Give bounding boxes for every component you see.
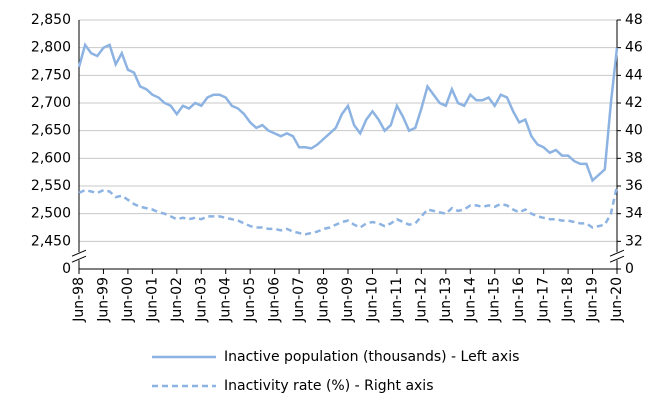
- x-tick-label: Jun-11: [389, 277, 405, 323]
- x-tick-label: Jun-19: [585, 277, 601, 323]
- x-tick-label: Jun-17: [536, 277, 552, 323]
- x-tick-label: Jun-07: [291, 277, 307, 323]
- x-tick-label: Jun-18: [560, 277, 576, 323]
- axis-break-gap: [71, 252, 87, 261]
- y-tick-label: 0: [62, 261, 71, 277]
- y-tick-label: 2,750: [31, 67, 71, 83]
- x-tick-label: Jun-16: [511, 277, 527, 323]
- y2-tick-label: 34: [625, 206, 643, 222]
- y2-tick-label: 36: [625, 178, 643, 194]
- y2-tick-label: 42: [625, 95, 643, 111]
- y-tick-label: 2,550: [31, 178, 71, 194]
- y2-tick-label: 0: [625, 261, 634, 277]
- y2-tick-label: 46: [625, 40, 643, 56]
- axis-break: [71, 255, 87, 263]
- y-tick-label: 2,700: [31, 95, 71, 111]
- axis-break: [71, 249, 87, 257]
- x-tick-label: Jun-03: [193, 277, 209, 323]
- x-tick-label: Jun-04: [218, 277, 234, 323]
- x-tick-label: Jun-99: [95, 277, 111, 323]
- x-tick-label: Jun-00: [120, 277, 136, 323]
- axis-break: [609, 249, 625, 257]
- x-tick-label: Jun-01: [144, 277, 160, 323]
- series-line: [77, 42, 619, 183]
- x-tick-label: Jun-20: [609, 277, 625, 323]
- series-line: [78, 185, 619, 236]
- x-tick-label: Jun-08: [316, 277, 332, 323]
- axis-break: [609, 255, 625, 263]
- y-tick-label: 2,800: [31, 40, 71, 56]
- legend-label: Inactivity rate (%) - Right axis: [224, 378, 434, 394]
- y-tick-label: 2,500: [31, 206, 71, 222]
- y-tick-label: 2,450: [31, 233, 71, 249]
- y-tick-label: 2,650: [31, 123, 71, 139]
- x-tick-label: Jun-15: [487, 277, 503, 323]
- y-tick-label: 2,850: [31, 12, 71, 28]
- y2-tick-label: 38: [625, 150, 643, 166]
- legend-label: Inactive population (thousands) - Left a…: [224, 349, 519, 365]
- y2-tick-label: 44: [625, 67, 643, 83]
- x-tick-label: Jun-05: [242, 277, 258, 323]
- x-tick-label: Jun-98: [71, 277, 87, 323]
- y2-tick-label: 32: [625, 233, 643, 249]
- x-tick-label: Jun-02: [169, 277, 185, 323]
- x-tick-label: Jun-10: [364, 277, 380, 323]
- y2-tick-label: 48: [625, 12, 643, 28]
- y-tick-label: 2,600: [31, 150, 71, 166]
- y2-tick-label: 40: [625, 123, 643, 139]
- x-tick-label: Jun-14: [462, 277, 478, 323]
- x-tick-label: Jun-06: [267, 277, 283, 323]
- x-tick-label: Jun-13: [438, 277, 454, 323]
- x-tick-label: Jun-12: [413, 277, 429, 323]
- axis-break-gap: [609, 252, 625, 261]
- x-tick-label: Jun-09: [340, 277, 356, 323]
